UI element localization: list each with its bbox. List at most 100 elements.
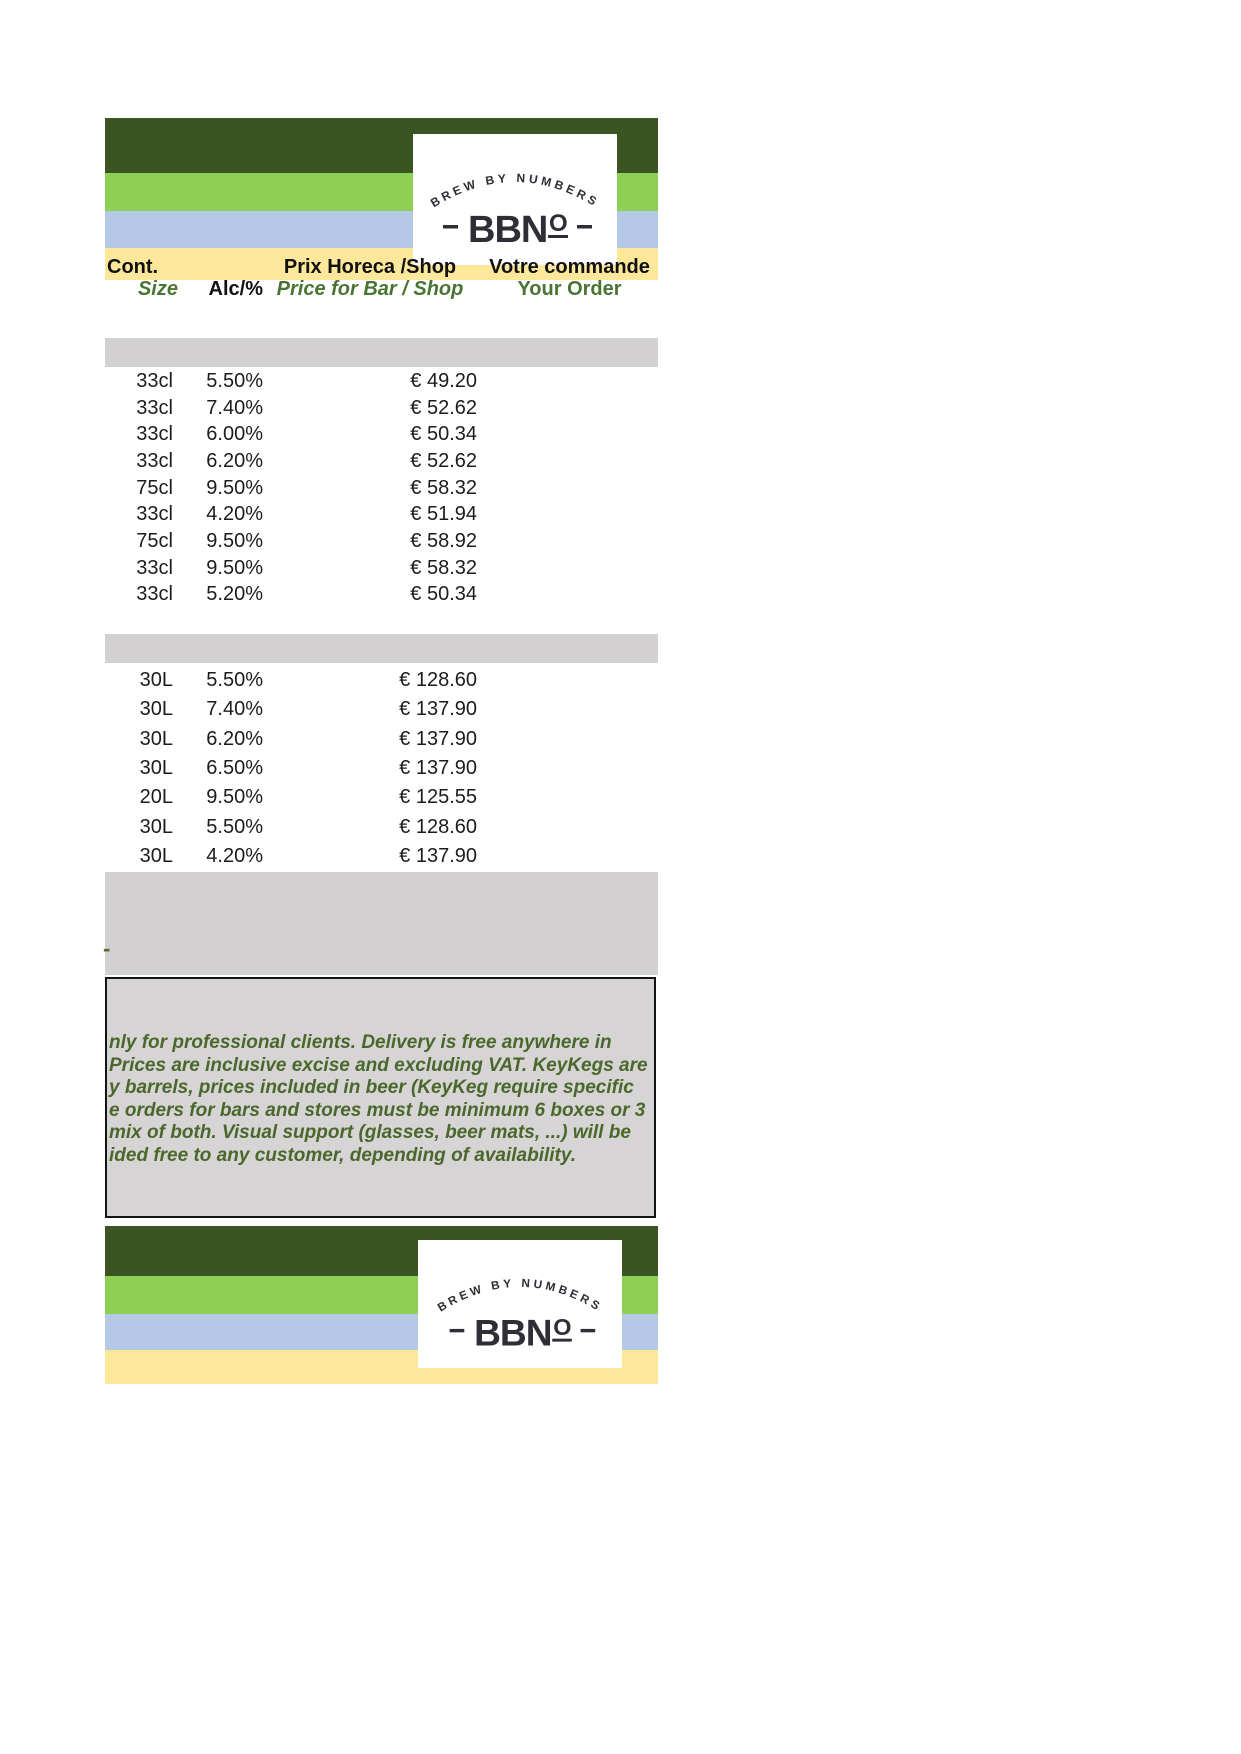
price-cell: € 137.90 — [399, 844, 477, 867]
alc-cell: 6.00% — [206, 423, 263, 446]
logo-arc-text: BREW BY NUMBERS — [428, 171, 598, 210]
alc-cell: 5.50% — [206, 669, 263, 692]
table-row: 33cl 4.20% € 51.94 — [105, 501, 658, 528]
price-cell: € 58.92 — [410, 529, 477, 552]
alc-cell: 5.50% — [206, 815, 263, 838]
price-cell: € 137.90 — [399, 698, 477, 721]
table-row: 30L 5.50% € 128.60 — [105, 666, 658, 695]
alc-cell: 9.50% — [206, 786, 263, 809]
header-alc-label: Alc/% — [208, 278, 263, 300]
size-cell: 30L — [139, 698, 173, 721]
kegs-section-separator — [105, 634, 658, 663]
logo-numero-underline — [552, 1338, 572, 1342]
price-cell: € 50.34 — [410, 423, 477, 446]
alc-cell: 9.50% — [206, 556, 263, 579]
header-cont-label: Cont. — [107, 256, 159, 278]
header-order-fr-label: Votre commande — [489, 256, 650, 278]
alc-cell: 7.40% — [206, 698, 263, 721]
price-cell: € 52.62 — [410, 396, 477, 419]
price-cell: € 125.55 — [399, 786, 477, 809]
size-cell: 30L — [139, 844, 173, 867]
svg-text:BREW BY NUMBERS: BREW BY NUMBERS — [428, 171, 602, 210]
bbno-logo-box-bottom: BREW BY NUMBERS BBN O — [418, 1240, 622, 1368]
alc-cell: 4.20% — [206, 503, 263, 526]
size-cell: 33cl — [136, 423, 173, 446]
size-cell: 75cl — [136, 476, 173, 499]
table-row: 30L 5.50% € 128.60 — [105, 812, 658, 841]
bbno-logo-bottom: BREW BY NUMBERS BBN O — [435, 1277, 604, 1354]
table-row: 33cl 5.20% € 50.34 — [105, 582, 658, 609]
logo-numero-underline — [548, 235, 568, 238]
logo-main-text: BBN — [468, 209, 547, 251]
size-cell: 33cl — [136, 503, 173, 526]
logo-right-dash — [580, 1328, 596, 1333]
alc-cell: 9.50% — [206, 529, 263, 552]
price-cell: € 51.94 — [410, 503, 477, 526]
logo-right-dash — [577, 225, 592, 229]
bottles-section-separator — [105, 338, 658, 367]
logo-left-dash — [449, 1328, 465, 1333]
price-cell: € 52.62 — [410, 449, 477, 472]
table-row: 33cl 9.50% € 58.32 — [105, 555, 658, 582]
notes-line: nly for professional clients. Delivery i… — [109, 1032, 612, 1053]
size-cell: 30L — [139, 669, 173, 692]
notes-line: y barrels, prices included in beer (KeyK… — [109, 1077, 634, 1098]
notes-line: mix of both. Visual support (glasses, be… — [109, 1122, 631, 1143]
price-cell: € 128.60 — [399, 669, 477, 692]
alc-cell: 5.50% — [206, 369, 263, 392]
logo-numero-letter: O — [553, 1314, 571, 1340]
price-cell: € 58.32 — [410, 476, 477, 499]
table-row: 30L 7.40% € 137.90 — [105, 695, 658, 724]
alc-cell: 6.50% — [206, 757, 263, 780]
logo-main-text: BBN — [474, 1312, 551, 1354]
table-row: 75cl 9.50% € 58.32 — [105, 475, 658, 502]
bottles-table: 33cl 5.50% € 49.20 33cl 7.40% € 52.62 33… — [105, 368, 658, 608]
logo-numero-letter: O — [549, 210, 568, 237]
table-row: 33cl 6.20% € 52.62 — [105, 448, 658, 475]
notes-text: nly for professional clients. Delivery i… — [109, 1032, 654, 1167]
notes-line: Prices are inclusive excise and excludin… — [109, 1054, 648, 1076]
alc-cell: 5.20% — [206, 583, 263, 606]
size-cell: 30L — [139, 757, 173, 780]
table-row: 33cl 5.50% € 49.20 — [105, 368, 658, 395]
price-cell: € 137.90 — [399, 727, 477, 750]
alc-cell: 6.20% — [206, 727, 263, 750]
notes-gray-block — [105, 872, 658, 975]
size-cell: 33cl — [136, 369, 173, 392]
table-row: 30L 4.20% € 137.90 — [105, 842, 658, 871]
size-cell: 20L — [139, 786, 173, 809]
price-cell: € 58.32 — [410, 556, 477, 579]
alc-cell: 4.20% — [206, 844, 263, 867]
table-row: 33cl 7.40% € 52.62 — [105, 395, 658, 422]
logo-arc-text: BREW BY NUMBERS — [435, 1277, 601, 1315]
size-cell: 30L — [139, 727, 173, 750]
header-order-en-label: Your Order — [517, 278, 622, 300]
size-cell: 75cl — [136, 529, 173, 552]
svg-text:BREW BY NUMBERS: BREW BY NUMBERS — [435, 1277, 604, 1315]
alc-cell: 6.20% — [206, 449, 263, 472]
bbno-logo-box-top: BREW BY NUMBERS BBN O — [413, 134, 617, 265]
clipped-dash-fragment: - — [103, 936, 111, 961]
table-row: 30L 6.20% € 137.90 — [105, 725, 658, 754]
bbno-logo-top: BREW BY NUMBERS BBN O — [428, 171, 602, 251]
header-size-label: Size — [137, 278, 178, 300]
size-cell: 30L — [139, 815, 173, 838]
price-cell: € 128.60 — [399, 815, 477, 838]
notes-box: nly for professional clients. Delivery i… — [105, 977, 656, 1218]
price-cell: € 137.90 — [399, 757, 477, 780]
header-price-en-label: Price for Bar / Shop — [276, 278, 464, 300]
price-cell: € 50.34 — [410, 583, 477, 606]
table-row: 20L 9.50% € 125.55 — [105, 783, 658, 812]
alc-cell: 9.50% — [206, 476, 263, 499]
size-cell: 33cl — [136, 556, 173, 579]
header-price-fr-label: Prix Horeca /Shop — [283, 256, 457, 278]
size-cell: 33cl — [136, 583, 173, 606]
alc-cell: 7.40% — [206, 396, 263, 419]
notes-line: e orders for bars and stores must be min… — [109, 1099, 646, 1121]
notes-line: ided free to any customer, depending of … — [109, 1144, 577, 1166]
kegs-table: 30L 5.50% € 128.60 30L 7.40% € 137.90 30… — [105, 666, 658, 871]
price-cell: € 49.20 — [410, 369, 477, 392]
size-cell: 33cl — [136, 396, 173, 419]
table-row: 33cl 6.00% € 50.34 — [105, 421, 658, 448]
